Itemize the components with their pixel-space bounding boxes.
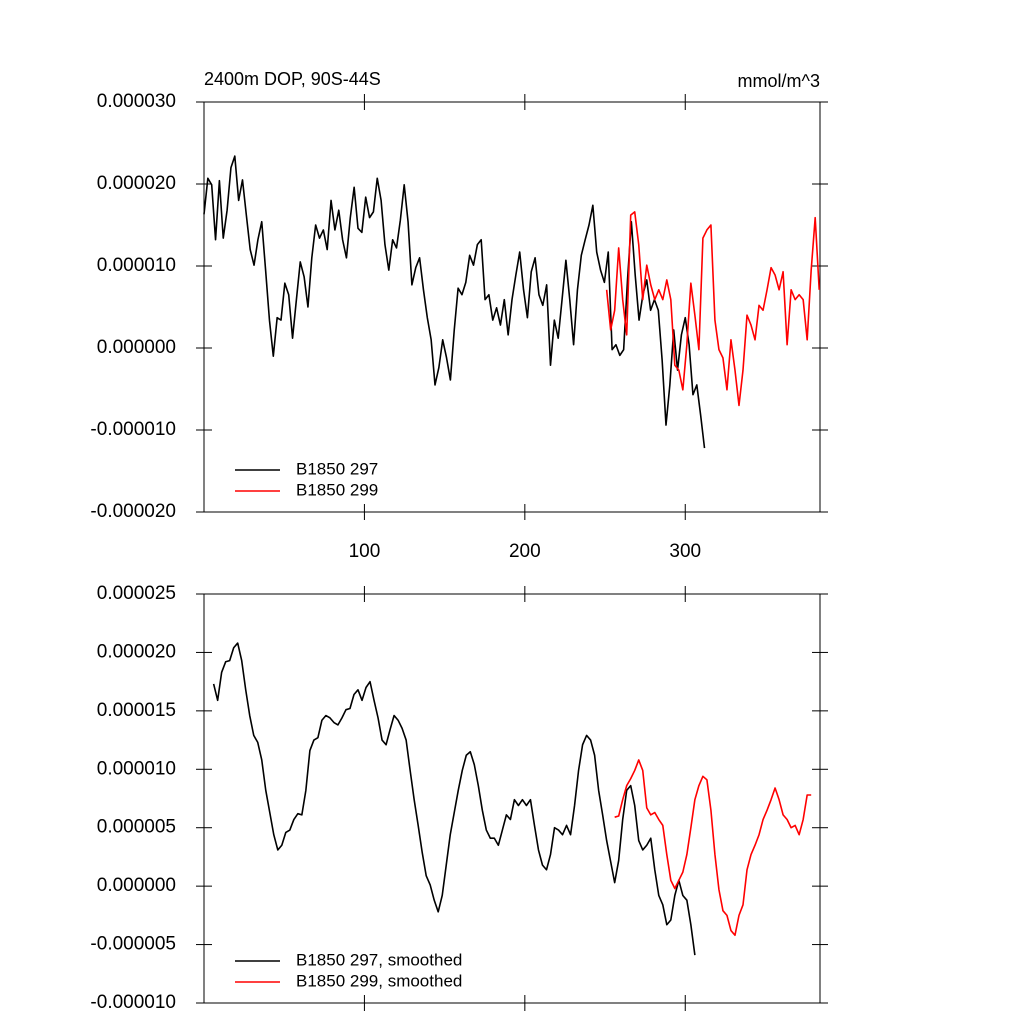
y-tick-label: -0.000005 <box>90 934 176 955</box>
data-line <box>614 759 812 937</box>
x-tick-label: 300 <box>669 541 701 562</box>
y-tick-label: 0.000000 <box>97 337 176 358</box>
y-tick-label: 0.000025 <box>97 583 176 604</box>
y-tick-label: 0.000020 <box>97 641 176 662</box>
plot-frame <box>203 593 821 1004</box>
legend-label: B1850 299, smoothed <box>296 971 462 990</box>
y-tick-label: 0.000030 <box>97 91 176 112</box>
y-tick-label: 0.000010 <box>97 255 176 276</box>
y-tick-label: 0.000000 <box>97 875 176 896</box>
x-tick-label: 200 <box>509 541 541 562</box>
y-tick-label: -0.000010 <box>90 419 176 440</box>
y-tick-label: -0.000010 <box>90 992 176 1013</box>
y-tick-label: 0.000005 <box>97 817 176 838</box>
y-tick-label: 0.000015 <box>97 700 176 721</box>
data-line <box>212 642 696 956</box>
y-tick-label: -0.000020 <box>90 501 176 522</box>
legend-label: B1850 297, smoothed <box>296 950 462 969</box>
data-line <box>605 211 820 407</box>
units-label: mmol/m^3 <box>738 71 820 91</box>
chart-title: 2400m DOP, 90S-44S <box>204 69 381 89</box>
x-tick-label: 100 <box>349 541 381 562</box>
y-tick-label: 0.000010 <box>97 758 176 779</box>
legend-label: B1850 297 <box>296 459 378 478</box>
data-line <box>203 155 706 449</box>
legend-label: B1850 299 <box>296 480 378 499</box>
plot-frame <box>203 101 821 513</box>
y-tick-label: 0.000020 <box>97 173 176 194</box>
